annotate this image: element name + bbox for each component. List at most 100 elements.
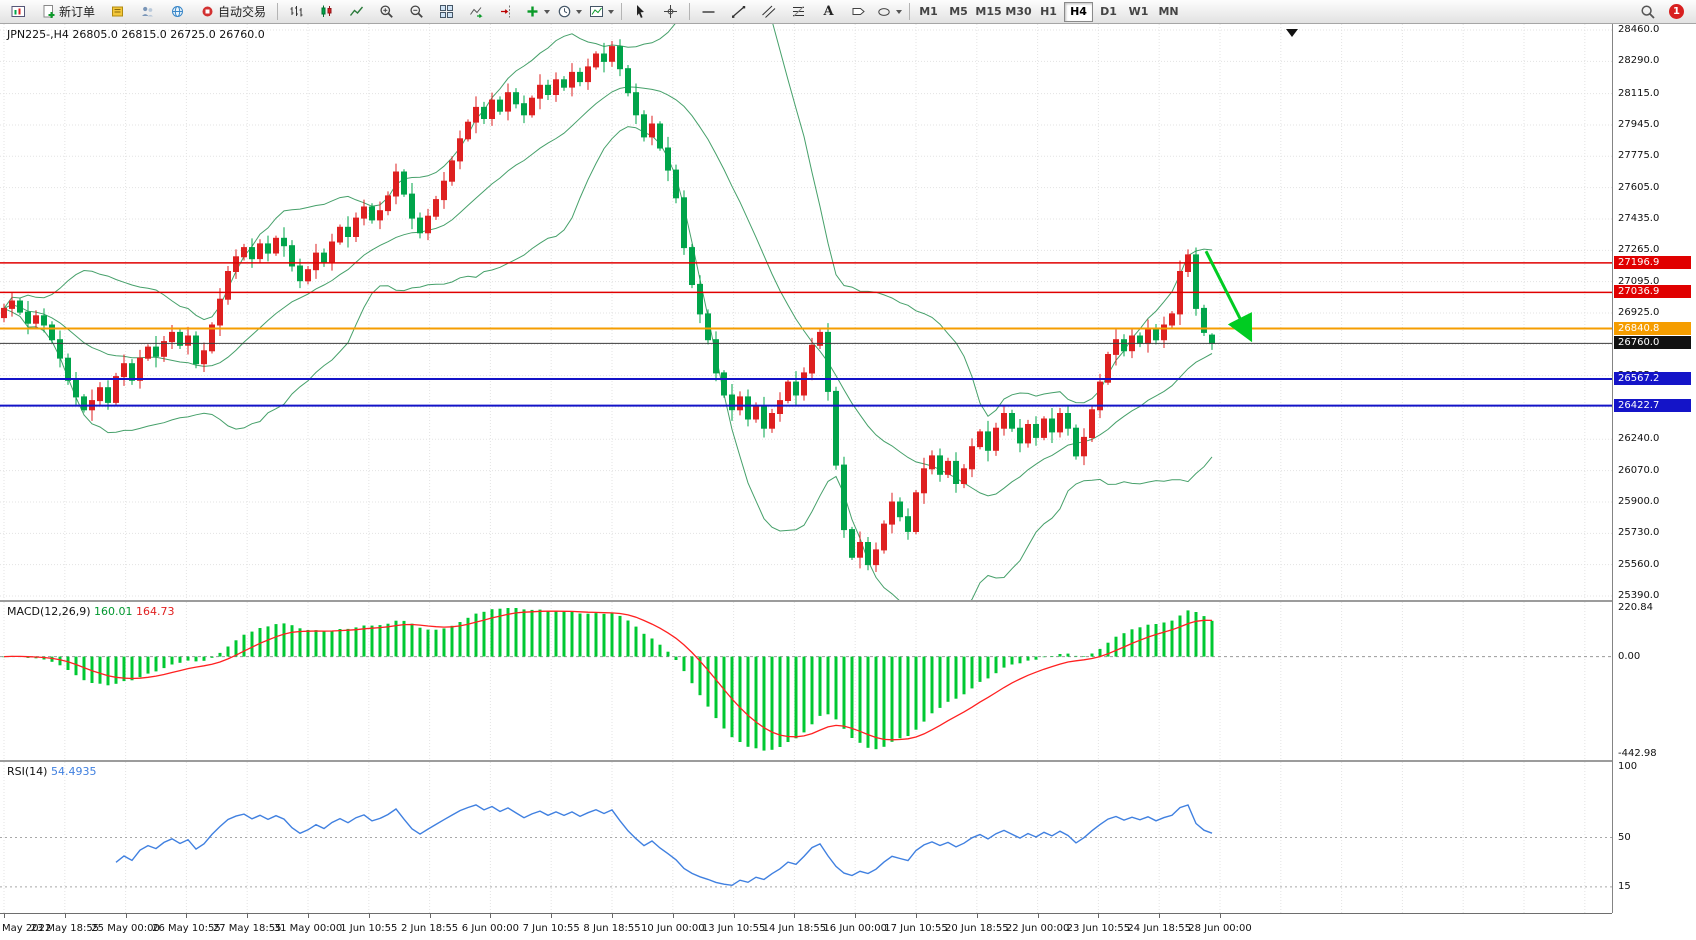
zoom-out-button[interactable] [402,1,431,23]
periods-button[interactable] [554,1,585,23]
bar-chart-button[interactable] [282,1,311,23]
time-axis-label: 24 Jun 18:55 [1127,923,1191,934]
time-axis-label: 26 May 10:55 [152,923,221,934]
timeframe-button-m1[interactable]: M1 [919,5,938,18]
toolbar-separator [689,3,691,20]
indicators-button[interactable] [522,1,553,23]
profiles-button[interactable] [133,1,162,23]
notification-badge[interactable]: 1 [1669,4,1684,19]
price-tag: 26760.0 [1614,336,1691,350]
candlestick-chart-button[interactable] [312,1,341,23]
dropdown-caret [544,9,551,14]
time-axis-label: 14 Jun 18:55 [762,923,827,934]
time-axis-label: 1 Jun 10:55 [340,923,398,934]
timeframe-button-mn[interactable]: MN [1158,5,1179,18]
price-axis-tick: 25560.0 [1618,558,1660,570]
search-icon [1640,4,1655,19]
timeframe-button-w1[interactable]: W1 [1128,5,1149,18]
time-axis-label: 16 Jun 00:00 [823,923,887,934]
cursor-button[interactable] [626,1,655,23]
chart-shift-marker[interactable] [1286,29,1298,37]
label-tool-button[interactable] [844,1,873,23]
channel-tool-button[interactable] [754,1,783,23]
new-order-label: 新订单 [59,5,96,19]
price-axis-tick: 25390.0 [1618,590,1660,601]
time-axis-label: 7 Jun 10:55 [522,923,580,934]
book-button[interactable] [103,1,132,23]
price-axis-tick: 25900.0 [1618,495,1660,507]
time-axis-label: 27 May 18:55 [212,923,282,934]
time-axis-tick [976,914,978,918]
time-axis-label: 28 Jun 00:00 [1188,923,1252,934]
fibonacci-icon [793,6,805,17]
rsi-value: 54.4935 [50,765,97,778]
timeframe-button-m5[interactable]: M5 [949,5,968,18]
zoom-in-button[interactable] [372,1,401,23]
panel-splitter[interactable] [0,760,1696,762]
new-order-icon [43,5,55,18]
autotrading-button[interactable]: 自动交易 [193,1,273,23]
rsi-name: RSI(14) [7,765,48,778]
price-axis-tick: 27945.0 [1618,118,1660,130]
panel-splitter[interactable] [0,600,1696,602]
zoom-out-icon [410,5,423,18]
time-axis-tick [612,914,613,918]
price-axis-tick: 220.84 [1618,602,1653,613]
symbol-ohlc-text: JPN225-,H4 26805.0 26815.0 26725.0 26760… [7,28,265,41]
new-chart-button[interactable] [4,1,33,23]
rsi-canvas[interactable] [0,762,1612,913]
price-tag: 26567.2 [1614,371,1691,385]
price-chart-canvas[interactable] [0,24,1612,600]
trendline-tool-button[interactable] [724,1,753,23]
time-axis-tick [1220,914,1221,918]
chart-window-icon [11,6,25,17]
time-axis-label: 31 May 00:00 [273,923,343,934]
macd-canvas[interactable] [0,602,1612,760]
time-axis[interactable]: May 2022 23 May 18:55 25 May 00:00 26 May 1… [0,913,1612,940]
timeframe-button-m30[interactable]: M30 [1005,5,1032,18]
timeframe-button-m15[interactable]: M15 [975,5,1002,18]
autotrading-label: 自动交易 [218,5,267,19]
chart-shift-button[interactable] [492,1,521,23]
search-button[interactable] [1633,1,1662,23]
time-axis-tick [916,914,917,918]
dropdown-caret [576,9,583,14]
price-chart-panel[interactable]: JPN225-,H4 26805.0 26815.0 26725.0 26760… [0,24,1612,600]
crosshair-button[interactable] [656,1,685,23]
price-axis-tick: 28290.0 [1618,55,1660,67]
zoom-in-icon [380,5,393,18]
text-tool-button[interactable]: A [814,1,843,23]
new-order-button[interactable]: 新订单 [34,1,102,23]
time-axis-tick [186,914,188,918]
clock-icon [558,5,571,18]
shapes-tool-button[interactable] [874,1,905,23]
timeframe-button-h1[interactable]: H1 [1040,5,1057,18]
horizontal-line-tool-button[interactable] [694,1,723,23]
auto-scroll-button[interactable] [462,1,491,23]
fibonacci-tool-button[interactable] [784,1,813,23]
price-axis-tick: 28115.0 [1618,87,1660,99]
price-axis[interactable]: 28460.0 28290.0 28115.0 27945.0 27775.0 27605… [1612,24,1696,913]
globe-button[interactable] [163,1,192,23]
time-axis-tick [855,914,857,918]
price-tag: 26840.8 [1614,321,1691,335]
price-axis-tick: 28460.0 [1618,24,1660,35]
auto-scroll-icon [470,7,483,19]
toolbar-separator [909,3,911,20]
trend-arrow[interactable] [1204,250,1253,343]
time-axis-tick [794,914,796,918]
timeframe-button-d1[interactable]: D1 [1100,5,1117,18]
timeframe-button-h4[interactable]: H4 [1064,1,1094,22]
price-axis-tick: 26070.0 [1618,464,1660,476]
price-axis-tick: 15 [1618,880,1631,892]
time-axis-label: 6 Jun 00:00 [461,923,519,934]
time-axis-tick [672,914,674,918]
time-axis-label: 2 Jun 18:55 [401,923,459,934]
rsi-panel[interactable]: RSI(14) 54.4935 [0,762,1612,913]
candlestick-icon [321,5,332,17]
tile-windows-button[interactable] [432,1,461,23]
time-axis-tick [490,914,492,918]
macd-panel[interactable]: MACD(12,26,9) 160.01 164.73 [0,602,1612,760]
line-chart-button[interactable] [342,1,371,23]
templates-button[interactable] [586,1,617,23]
